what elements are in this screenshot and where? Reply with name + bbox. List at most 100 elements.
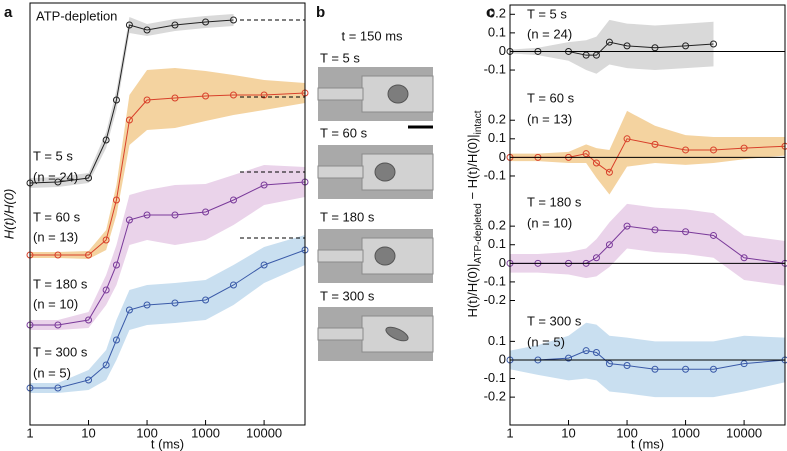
marker — [605, 360, 613, 368]
error-band — [30, 68, 305, 259]
frame-label: T = 180 s — [320, 209, 375, 224]
y-tick-label: 0.1 — [488, 333, 506, 348]
error-band — [510, 19, 714, 74]
constriction — [317, 165, 364, 179]
marker — [54, 321, 62, 329]
marker — [592, 349, 600, 357]
marker — [202, 208, 210, 216]
marker — [651, 226, 659, 234]
marker — [260, 91, 268, 99]
x-tick-label: 1000 — [671, 425, 700, 440]
y-tick-label: 0 — [499, 255, 506, 270]
marker — [112, 196, 120, 204]
cell — [385, 326, 409, 342]
y-tick-label: -0.1 — [484, 61, 506, 76]
y-tick-label: 0.2 — [488, 218, 506, 233]
marker — [682, 42, 690, 50]
y-axis-title: H(t)/H(0) — [1, 189, 16, 240]
series-n-label: (n = 24) — [33, 169, 78, 184]
marker — [112, 96, 120, 104]
series-n-label: (n = 5) — [527, 334, 565, 349]
marker — [623, 222, 631, 230]
annotation: ATP-depletion — [36, 8, 117, 23]
plot-frame — [509, 4, 786, 426]
marker — [740, 144, 748, 152]
marker — [171, 21, 179, 29]
frame-label: T = 5 s — [320, 50, 360, 65]
y-tick-label: -0.1 — [484, 370, 506, 385]
plot-frame — [29, 2, 306, 426]
marker — [102, 286, 110, 294]
marker — [54, 251, 62, 259]
marker — [171, 211, 179, 219]
x-tick-label: 100 — [616, 425, 638, 440]
x-tick-label: 1000 — [191, 425, 220, 440]
marker — [651, 365, 659, 373]
marker — [651, 140, 659, 148]
marker — [709, 231, 717, 239]
constriction — [317, 327, 364, 341]
image-panel: b t = 150 ms T = 5 s T = 60 s T = 180 s … — [316, 4, 434, 361]
marker — [102, 361, 110, 369]
marker — [623, 135, 631, 143]
y-axis-title-part: intact — [473, 110, 484, 134]
marker — [125, 21, 133, 29]
series-n-label: (n = 5) — [33, 365, 71, 380]
panel-label: c — [486, 4, 494, 21]
series-line — [510, 350, 786, 370]
y-axis-title-part: ATP-depleted — [473, 203, 484, 263]
series-n-label: (n = 13) — [527, 111, 572, 126]
marker — [605, 38, 613, 46]
marker — [54, 384, 62, 392]
y-tick-label: 0.1 — [488, 24, 506, 39]
x-tick-label: 1 — [506, 425, 513, 440]
marker — [171, 299, 179, 307]
marker — [682, 146, 690, 154]
constriction — [317, 249, 364, 263]
marker — [260, 181, 268, 189]
marker — [229, 16, 237, 24]
y-tick-label: 0 — [499, 149, 506, 164]
y-tick-label: 0.2 — [488, 6, 506, 21]
cell — [387, 84, 409, 104]
marker — [709, 40, 717, 48]
frame-label: T = 60 s — [320, 125, 368, 140]
marker — [125, 306, 133, 314]
x-axis-title: t (ms) — [631, 436, 664, 451]
x-tick-label: 10000 — [246, 425, 282, 440]
frame-label: T = 300 s — [320, 288, 375, 303]
series-label: T = 60 s — [527, 90, 575, 105]
series-label: T = 300 s — [527, 313, 582, 328]
series-label: T = 180 s — [527, 194, 582, 209]
marker — [740, 360, 748, 368]
marker — [85, 174, 93, 182]
marker — [229, 281, 237, 289]
marker — [592, 254, 600, 262]
error-band — [30, 165, 305, 330]
series-n-label: (n = 13) — [33, 229, 78, 244]
error-band — [510, 203, 785, 286]
series-label: T = 5 s — [33, 148, 73, 163]
error-band — [30, 235, 305, 393]
series-n-label: (n = 10) — [33, 296, 78, 311]
series-line — [30, 249, 306, 389]
marker — [85, 376, 93, 384]
marker — [682, 365, 690, 373]
marker — [102, 136, 110, 144]
series-label: T = 180 s — [33, 276, 88, 291]
marker — [85, 251, 93, 259]
y-axis-title-part: H(t)/H(0)| — [465, 264, 480, 318]
error-band — [510, 110, 785, 195]
y-tick-label: 0.2 — [488, 112, 506, 127]
marker — [582, 347, 590, 355]
series-label: T = 300 s — [33, 344, 88, 359]
series-label: T = 5 s — [527, 6, 567, 21]
marker — [112, 336, 120, 344]
x-tick-label: 10 — [561, 425, 575, 440]
marker — [592, 159, 600, 167]
marker — [565, 354, 573, 362]
marker — [202, 18, 210, 26]
marker — [54, 178, 62, 186]
marker — [143, 26, 151, 34]
panel-label: b — [316, 4, 325, 21]
